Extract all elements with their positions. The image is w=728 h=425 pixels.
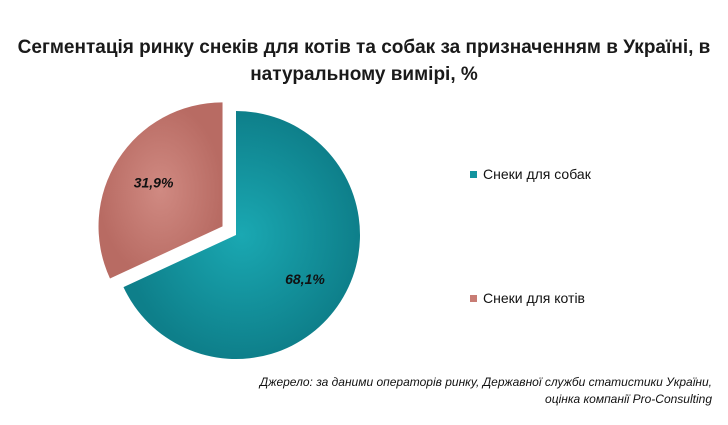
legend-label-cats: Снеки для котів [483, 290, 585, 306]
source-line-1: Джерело: за даними операторів ринку, Дер… [259, 375, 712, 389]
source-note: Джерело: за даними операторів ринку, Дер… [260, 374, 712, 408]
legend-item-cats: Снеки для котів [470, 290, 585, 306]
chart-title: Сегментація ринку снеків для котів та со… [17, 37, 711, 85]
legend-label-dogs: Снеки для собак [483, 166, 591, 182]
pie-slice-cats [98, 102, 223, 279]
legend-item-dogs: Снеки для собак [470, 166, 591, 182]
legend-swatch-dogs [470, 170, 477, 178]
source-line-2: оцінка компанії Pro-Consulting [545, 392, 712, 406]
legend-swatch-cats [470, 294, 477, 302]
pie-slice-dogs [123, 111, 360, 359]
data-label-cats: 31,9% [134, 174, 174, 190]
data-label-dogs: 68,1% [285, 271, 325, 287]
